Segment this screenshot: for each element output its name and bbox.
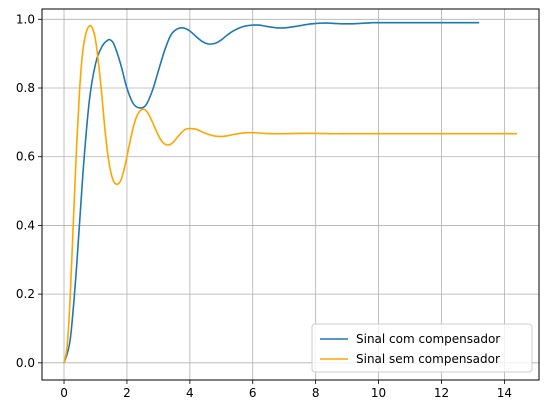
- x-tick-label: 4: [186, 386, 194, 400]
- y-tick-label: 0.4: [16, 218, 35, 232]
- x-tick-label: 6: [249, 386, 257, 400]
- series-line-1: [63, 21, 480, 364]
- x-tick-label: 10: [371, 386, 386, 400]
- y-tick-label: 0.2: [16, 287, 35, 301]
- x-tick-label: 2: [123, 386, 131, 400]
- series-lines: [63, 21, 517, 364]
- legend: Sinal com compensador Sinal sem compensa…: [311, 323, 533, 373]
- y-tick-label: 0.0: [16, 356, 35, 370]
- axis-ticks: 0 2 4 6 8 10 12 14 0.0 0.2 0.4 0.6 0.8 1.0: [16, 12, 512, 400]
- series-line-2: [63, 24, 517, 363]
- x-tick-label: 12: [434, 386, 449, 400]
- y-tick-label: 0.8: [16, 81, 35, 95]
- x-tick-label: 0: [60, 386, 68, 400]
- plot-area-frame: [41, 8, 540, 381]
- legend-label-series-1: Sinal com compensador: [356, 332, 500, 346]
- legend-box: [311, 323, 533, 373]
- x-tick-label: 14: [497, 386, 512, 400]
- legend-label-series-2: Sinal sem compensador: [356, 352, 500, 366]
- y-tick-label: 0.6: [16, 150, 35, 164]
- grid: [42, 9, 539, 380]
- x-tick-label: 8: [312, 386, 320, 400]
- y-tick-label: 1.0: [16, 12, 35, 26]
